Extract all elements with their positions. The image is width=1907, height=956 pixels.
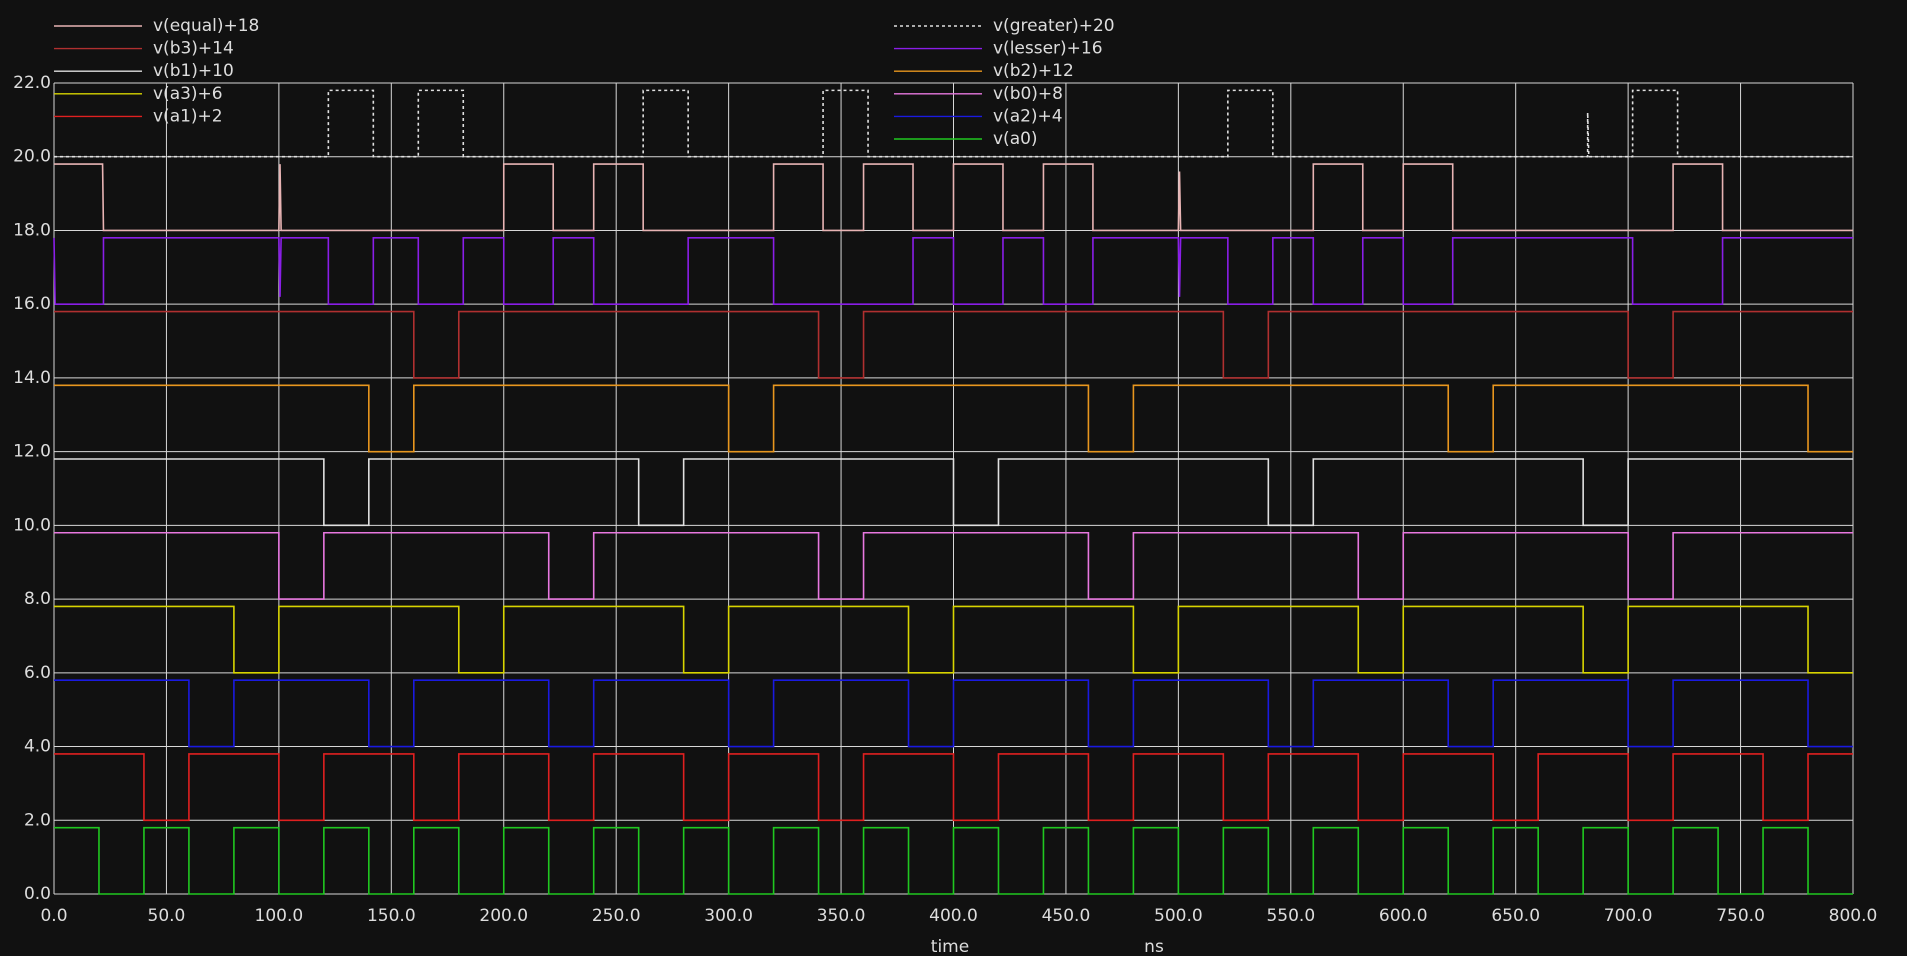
x-tick-label: 100.0: [255, 906, 304, 926]
legend-label: v(equal)+18: [153, 16, 259, 36]
legend-label: v(a2)+4: [993, 106, 1063, 126]
x-tick-label: 500.0: [1154, 906, 1203, 926]
legend-label: v(b3)+14: [153, 39, 234, 59]
x-tick-label: 350.0: [817, 906, 866, 926]
y-tick-label: 2.0: [24, 810, 51, 830]
x-tick-label: 300.0: [704, 906, 753, 926]
waveform: [54, 384, 1853, 453]
waveform: [53, 237, 1853, 305]
x-tick-label: 400.0: [929, 906, 978, 926]
waveform: [54, 458, 1853, 527]
x-tick-label: 50.0: [148, 906, 186, 926]
x-tick-label: 0.0: [40, 906, 67, 926]
legend-label: v(a0): [993, 129, 1038, 149]
y-tick-label: 8.0: [24, 589, 51, 609]
waveform: [54, 679, 1853, 748]
y-tick-label: 18.0: [13, 220, 51, 240]
y-tick-label: 16.0: [13, 294, 51, 314]
legend-label: v(b1)+10: [153, 61, 234, 81]
y-tick-label: 22.0: [13, 73, 51, 93]
waveform: [54, 89, 1853, 158]
x-tick-label: 200.0: [479, 906, 528, 926]
y-tick-label: 0.0: [24, 884, 51, 904]
legend-label: v(a3)+6: [153, 84, 223, 104]
y-tick-label: 14.0: [13, 368, 51, 388]
legend-label: v(a1)+2: [153, 106, 223, 126]
y-tick-label: 6.0: [24, 663, 51, 683]
x-tick-label: 750.0: [1716, 906, 1765, 926]
y-tick-label: 4.0: [24, 737, 51, 757]
y-tick-label: 20.0: [13, 147, 51, 167]
legend-label: v(lesser)+16: [993, 39, 1103, 59]
x-tick-label: 550.0: [1266, 906, 1315, 926]
x-tick-label: 600.0: [1379, 906, 1428, 926]
waveform: [54, 163, 1853, 232]
x-tick-label: 150.0: [367, 906, 416, 926]
x-tick-label: 800.0: [1829, 906, 1878, 926]
x-tick-label: 250.0: [592, 906, 641, 926]
x-tick-label: 700.0: [1604, 906, 1653, 926]
waveform: [54, 605, 1853, 674]
x-axis-unit: ns: [1144, 937, 1164, 956]
waveform: [54, 531, 1853, 600]
legend-label: v(greater)+20: [993, 16, 1115, 36]
legend-label: v(b0)+8: [993, 84, 1063, 104]
y-tick-label: 10.0: [13, 515, 51, 535]
waveform: [54, 826, 1853, 895]
waveform: [54, 310, 1853, 379]
legend-label: v(b2)+12: [993, 61, 1074, 81]
x-axis-label: time: [931, 937, 969, 956]
waveform: [54, 753, 1853, 822]
y-tick-label: 12.0: [13, 442, 51, 462]
x-tick-label: 450.0: [1042, 906, 1091, 926]
x-tick-label: 650.0: [1491, 906, 1540, 926]
